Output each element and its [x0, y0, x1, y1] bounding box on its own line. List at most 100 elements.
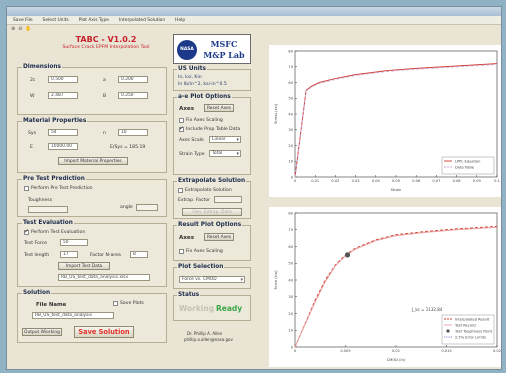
menu-interpolated-solution[interactable]: Interpolated Solution: [118, 17, 166, 23]
pretest-panel: Pre Test Prediction Perform Pre Test Pre…: [17, 176, 167, 217]
test-force-input[interactable]: 50: [60, 239, 88, 246]
app-window: Save File Select Units Plot Axis Type In…: [6, 6, 502, 370]
status-title: Status: [177, 292, 201, 298]
import-test-data-button[interactable]: Import Test Data: [58, 262, 110, 270]
extrap-factor-label: Extrap. Factor: [178, 198, 211, 203]
legend-label: Interpolated Result: [455, 317, 490, 321]
dim-a-label: a: [103, 78, 106, 83]
y-tick-label: 60: [288, 245, 293, 249]
gen-extrap-data-button[interactable]: Gen. Extrap. Data: [182, 208, 242, 216]
strain-type-select[interactable]: Total: [209, 150, 241, 157]
extrapolate-panel: Extrapolate Solution Extrapolate Solutio…: [173, 178, 251, 219]
series-line-1: [294, 226, 498, 348]
series-line-0: [294, 63, 498, 178]
msfc-logo: NASA MSFC M&P Lab: [173, 34, 251, 64]
factor-input[interactable]: 8: [130, 251, 148, 258]
test-eval-checkbox-label: Perform Test Evaluation: [31, 230, 86, 235]
pan-icon[interactable]: ✋: [25, 25, 32, 32]
e-label: E: [30, 145, 33, 150]
test-length-input[interactable]: 17: [60, 251, 78, 258]
dim-a-input[interactable]: 0.200: [118, 76, 148, 83]
test-force-label: Test Force: [24, 241, 47, 246]
legend-box: [441, 314, 495, 345]
x-tick-label: 0.015: [441, 349, 451, 353]
toughness-input[interactable]: [28, 206, 68, 213]
y-tick-label: 70: [288, 228, 293, 232]
material-title: Material Properties: [22, 118, 88, 124]
result-fix-axes-checkbox[interactable]: [179, 249, 184, 254]
n-input[interactable]: 10: [118, 129, 148, 136]
legend-label: LPPL Equation: [455, 159, 480, 163]
dim-b-label: B: [103, 94, 107, 99]
save-plots-checkbox[interactable]: [113, 301, 118, 306]
toolbar: ⊕ ⊖ ✋: [7, 25, 501, 32]
y-tick-label: 60: [288, 81, 293, 85]
extrap-factor-input[interactable]: [214, 196, 242, 203]
result-fix-axes-label: Fix Axes Scaling: [186, 249, 223, 254]
x-tick-label: 0.08: [453, 179, 462, 183]
result-reset-axes-button[interactable]: Reset Axes: [204, 233, 234, 241]
y-tick-label: 80: [288, 49, 293, 53]
material-panel: Material Properties Sys 54 n 10 E 10000.…: [17, 118, 167, 173]
dim-b-input[interactable]: 0.250: [118, 92, 148, 99]
y-tick-label: 50: [288, 262, 293, 266]
extrapolate-checkbox[interactable]: [178, 188, 183, 193]
legend-box: [441, 156, 495, 175]
y-tick-label: 10: [288, 160, 293, 164]
units-title: US Units: [177, 66, 207, 72]
legend-marker: [446, 329, 450, 333]
plot-selection-select[interactable]: Force vs. CMOD: [179, 276, 245, 283]
y-tick-label: 0: [291, 175, 294, 179]
reset-axes-button[interactable]: Reset Axes: [204, 104, 234, 112]
logo-line2: M&P Lab: [203, 50, 245, 60]
e-input[interactable]: 10000.00: [48, 143, 78, 150]
solution-file-input[interactable]: RB_US_test_data_analysis: [32, 312, 114, 319]
test-file-input[interactable]: RB_US_test_data_analysis.xlsx: [58, 274, 150, 281]
menu-plot-axis-type[interactable]: Plot Axis Type: [78, 17, 109, 23]
fix-axes-checkbox[interactable]: [179, 118, 184, 123]
toughness-label: Toughness: [28, 198, 53, 203]
import-material-button[interactable]: Import Material Properties: [58, 157, 128, 165]
axes-scale-select[interactable]: Linear: [209, 136, 241, 143]
test-eval-checkbox[interactable]: [24, 230, 29, 235]
extrapolate-title: Extrapolate Solution: [177, 178, 247, 184]
dim-2c-input[interactable]: 0.500: [48, 76, 78, 83]
x-tick-label: 0.09: [473, 179, 482, 183]
y-tick-label: 40: [288, 112, 293, 116]
zoom-in-icon[interactable]: ⊕: [11, 25, 16, 32]
zoom-out-icon[interactable]: ⊖: [18, 25, 23, 32]
e-ratio-note: E/Sys = 185.19: [110, 145, 146, 150]
include-table-checkbox[interactable]: [179, 127, 184, 132]
sys-input[interactable]: 54: [48, 129, 78, 136]
solution-panel: Solution File Name Save Plots RB_US_test…: [17, 290, 167, 343]
extrapolate-checkbox-label: Extrapolate Solution: [185, 188, 232, 193]
menu-select-units[interactable]: Select Units: [42, 17, 69, 23]
result-options-title: Result Plot Options: [177, 222, 243, 228]
file-name-label: File Name: [36, 302, 67, 308]
output-working-button[interactable]: Output Wiorking: [22, 328, 62, 336]
check-icon: ✓: [179, 125, 185, 132]
x-tick-label: 0: [294, 349, 297, 353]
legend-label: 2.5% Error Limits: [455, 335, 486, 339]
y-tick-label: 20: [288, 312, 293, 316]
angle-input[interactable]: [136, 204, 158, 211]
save-solution-button[interactable]: Save Solution: [74, 326, 134, 338]
test-eval-panel: Test Evaluation ✓ Perform Test Evaluatio…: [17, 220, 167, 287]
nasa-badge-text: NASA: [180, 47, 194, 52]
title-bar: [7, 7, 501, 16]
legend-label: Test Toughness Point: [454, 329, 493, 333]
y-tick-label: 70: [288, 65, 293, 69]
jkc-annotation: J_kc = 1132.84: [411, 307, 443, 312]
x-tick-label: 0.005: [340, 349, 350, 353]
menu-help[interactable]: Help: [175, 17, 186, 23]
status-panel: Status Working Ready: [173, 292, 251, 321]
x-tick-label: 0.06: [412, 179, 421, 183]
plot-selection-panel: Plot Selection Force vs. CMOD: [173, 264, 251, 289]
units-line1: In, ksi, Kin: [178, 75, 202, 80]
x-tick-label: 0.1: [494, 179, 500, 183]
pretest-checkbox[interactable]: [24, 186, 29, 191]
dim-w-input[interactable]: 2.487: [48, 92, 78, 99]
legend-label: Test Record: [454, 323, 476, 327]
pretest-checkbox-label: Perform Pre Test Prediction: [31, 186, 93, 191]
menu-save-file[interactable]: Save File: [13, 17, 33, 23]
